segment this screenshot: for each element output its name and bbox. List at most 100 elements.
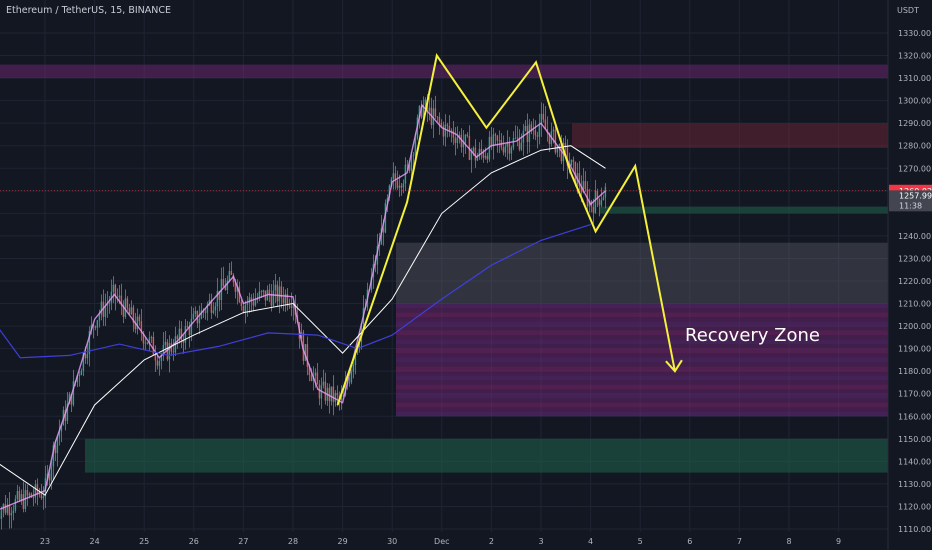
candle-body [476,156,479,161]
zone-stripe [396,402,888,408]
zone-stripe [396,303,888,309]
candle-body [52,445,55,467]
candle-body [340,396,343,400]
candle-body [18,491,21,501]
candle-body [204,311,207,313]
double-top-pattern-line[interactable] [336,52,676,406]
candle-body [472,147,475,152]
candle-body [540,113,543,125]
candle-body [280,286,283,298]
candle-body [428,107,431,112]
candle-body [180,328,183,341]
candle-body [200,310,203,319]
candle-body [34,484,37,498]
candle-body [580,186,583,193]
candle-body [600,200,603,206]
candle-body [212,310,215,313]
candle-body [358,341,361,349]
candle-body [552,129,555,132]
candle-body [132,307,135,323]
candle-body [290,305,293,308]
candle-body [332,386,335,402]
candle-body [198,318,201,324]
x-tick-label: 2 [489,537,494,546]
x-tick-label: 23 [40,537,50,546]
candle-body [276,284,279,302]
candle-body [178,328,181,340]
candle-body [316,372,319,385]
time-axis-bg [0,532,932,550]
candle-body [444,124,447,137]
candle-body [352,365,355,372]
candle-body [160,355,163,361]
x-tick-label: 29 [338,537,348,546]
y-tick-label: 1330.00 [898,29,931,38]
candle-body [64,409,67,421]
candle-body [464,134,467,143]
candle-body [12,510,15,513]
y-tick-label: 1160.00 [898,412,931,421]
candle-body [134,322,137,330]
candle-body [492,134,495,147]
symbol-title: Ethereum / TetherUS, 15, BINANCE [6,5,171,16]
x-tick-label: 3 [538,537,543,546]
x-tick-label: 7 [737,537,742,546]
candle-body [524,125,527,131]
candle-body [56,437,59,454]
candle-body [530,124,533,132]
candle-body [82,353,85,371]
candle-body [244,304,247,313]
candle-body [150,336,153,338]
x-tick-label: 24 [90,537,100,546]
pattern-drawing[interactable] [336,52,683,406]
candle-body [510,147,513,154]
candle-body [490,136,493,147]
candle-body [436,116,439,118]
candle-body [274,284,277,291]
candle-body [410,155,413,171]
candle-body [8,504,11,516]
candle-body [66,403,69,421]
candle-body [126,298,129,309]
candle-body [32,497,35,499]
candle-body [192,313,195,319]
y-tick-label: 1270.00 [898,164,931,173]
candle-body [38,493,41,495]
candle-body [158,360,161,366]
candle-body [330,386,333,402]
candle-body [582,181,585,193]
zone-stripe [396,330,888,336]
candle-body [106,304,109,306]
candle-body [448,125,451,132]
candle-body [480,148,483,153]
candle-body [456,137,459,143]
candle-body [482,152,485,158]
x-tick-label: 6 [687,537,692,546]
candle-body [136,316,139,330]
candle-body [96,320,99,328]
candle-body [570,159,573,166]
zone-green [85,438,888,473]
y-tick-label: 1110.00 [898,525,931,534]
zone-green [600,206,888,214]
y-tick-label: 1200.00 [898,322,931,331]
candle-body [28,493,31,496]
y-tick-label: 1300.00 [898,97,931,106]
candle-body [412,155,415,157]
candle-body [188,326,191,335]
zone-grey [396,242,888,304]
candle-body [48,473,51,481]
candle-body [528,124,531,143]
candle-body [342,395,345,397]
candle-body [512,138,515,148]
candle-body [232,274,235,283]
candle-body [324,381,327,401]
candle-body [70,394,73,405]
candle-body [318,384,321,399]
x-tick-label: 4 [588,537,593,546]
candle-body [154,355,157,361]
candle-body [122,305,125,317]
candle-body [258,291,261,299]
